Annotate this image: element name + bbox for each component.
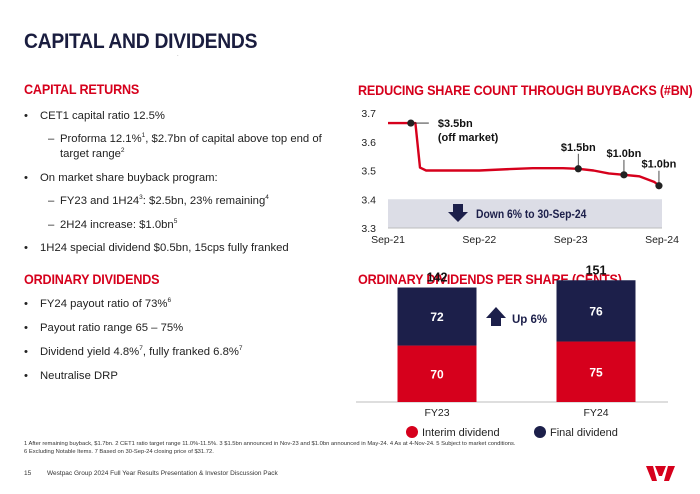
bar-segment bbox=[556, 341, 636, 402]
dash-glyph: – bbox=[48, 133, 55, 145]
ordinary-bullet-range: • Payout ratio range 65 – 75% bbox=[24, 321, 184, 336]
bullet-text: Payout ratio range 65 – 75% bbox=[40, 322, 184, 334]
y-tick-label: 3.7 bbox=[361, 108, 376, 120]
bullet-text: CET1 capital ratio 12.5% bbox=[40, 110, 165, 122]
x-tick-label: Sep-22 bbox=[462, 234, 496, 246]
footnote-ref: 7 bbox=[238, 345, 243, 353]
bar-total-label: 151 bbox=[586, 263, 607, 277]
capital-sub-2h24: –2H24 increase: $1.0bn5 bbox=[48, 218, 178, 233]
page-title: CAPITAL AND DIVIDENDS bbox=[24, 30, 258, 53]
sub-text: , $2.7bn of capital above top end of tar… bbox=[60, 133, 322, 160]
bullet-glyph: • bbox=[24, 172, 28, 184]
bullet-text: 1H24 special dividend $0.5bn, 15cps full… bbox=[40, 242, 289, 254]
legend-label-interim: Interim dividend bbox=[422, 427, 500, 439]
footnote-ref: 3 bbox=[139, 194, 143, 202]
page-number: 15 bbox=[24, 470, 32, 477]
bullet-glyph: • bbox=[24, 370, 28, 382]
westpac-logo-icon bbox=[646, 466, 675, 481]
marker-label: $1.5bn bbox=[561, 142, 596, 154]
share-count-annotation: Down 6% to 30-Sep-24 bbox=[476, 209, 587, 222]
y-tick-label: 3.4 bbox=[361, 194, 376, 206]
sub-text: FY23 and 1H24 bbox=[60, 195, 140, 207]
footnote-ref: 1 bbox=[141, 132, 146, 140]
bullet-glyph: • bbox=[24, 346, 28, 358]
capital-sub-fy23: – FY23 and 1H243: $2.5bn, 23% remaining4 bbox=[48, 194, 269, 209]
dividends-bar-chart: 70 72 142 FY23 75 76 151 FY24 Up 6% Interim div… bbox=[356, 263, 668, 439]
x-tick-label: Sep-23 bbox=[554, 234, 588, 246]
bullet-text: Dividend yield 4.8% bbox=[40, 346, 140, 358]
x-tick-label: Sep-21 bbox=[371, 234, 405, 246]
footnote-ref: 6 bbox=[167, 297, 172, 305]
down-arrow-icon bbox=[448, 204, 468, 222]
ordinary-bullet-payout: • FY24 payout ratio of 73%6 bbox=[24, 297, 172, 312]
ordinary-dividends-heading: ORDINARY DIVIDENDS bbox=[24, 271, 160, 287]
category-label: FY24 bbox=[583, 407, 608, 419]
dividend-growth-annotation: Up 6% bbox=[512, 314, 547, 326]
marker-label: $1.0bn bbox=[607, 148, 642, 160]
legend-label-final: Final dividend bbox=[550, 427, 618, 439]
bar-segment-label: 72 bbox=[430, 310, 444, 324]
dash-glyph: – bbox=[48, 195, 55, 207]
bar-segment bbox=[397, 345, 477, 402]
legend-swatch-interim bbox=[406, 426, 418, 438]
marker-label: (off market) bbox=[438, 132, 499, 144]
footnote-ref: 4 bbox=[265, 194, 269, 202]
capital-sub-proforma: – Proforma 12.1%1, $2.7bn of capital abov… bbox=[48, 132, 342, 162]
capital-bullet-cet1: • CET1 capital ratio 12.5% bbox=[24, 109, 165, 124]
share-count-chart-title: REDUCING SHARE COUNT THROUGH BUYBACKS (#… bbox=[358, 82, 693, 98]
y-tick-label: 3.6 bbox=[361, 137, 376, 149]
footnote-ref: 7 bbox=[139, 345, 143, 353]
bullet-glyph: • bbox=[24, 242, 28, 254]
dash-glyph: – bbox=[48, 219, 55, 231]
sub-text: 2H24 increase: $1.0bn bbox=[60, 219, 174, 231]
bullet-glyph: • bbox=[24, 110, 28, 122]
bullet-text: Neutralise DRP bbox=[40, 370, 118, 382]
dividend-chart-title: ORDINARY DIVIDENDS PER SHARE (CENTS) bbox=[358, 271, 622, 287]
bar-segment-label: 70 bbox=[430, 367, 444, 381]
footnote-ref: 5 bbox=[173, 218, 178, 226]
footnote-line-1: 1 After remaining buyback, $1.7bn. 2 CET… bbox=[24, 441, 516, 447]
legend-swatch-final bbox=[534, 426, 546, 438]
footer-text: Westpac Group 2024 Full Year Results Pre… bbox=[47, 470, 278, 477]
bullet-text: On market share buyback program: bbox=[40, 172, 218, 184]
share-count-line-chart: 3.3 3.4 3.5 3.6 3.7 Sep-21 Sep-22 Sep-23 Sep-24… bbox=[361, 108, 679, 246]
bar-segment-label: 76 bbox=[589, 304, 603, 318]
category-label: FY23 bbox=[424, 407, 449, 419]
bullet-glyph: • bbox=[24, 298, 28, 310]
capital-bullet-special-dividend: • 1H24 special dividend $0.5bn, 15cps ful… bbox=[24, 241, 289, 256]
ordinary-bullet-drp: • Neutralise DRP bbox=[24, 369, 118, 384]
footnote-ref: 2 bbox=[120, 147, 125, 155]
sub-text: : $2.5bn, 23% remaining bbox=[142, 195, 266, 207]
bar-segment bbox=[397, 287, 477, 346]
up-arrow-icon bbox=[486, 307, 506, 326]
capital-bullet-buyback: • On market share buyback program: bbox=[24, 171, 218, 186]
annotation-band bbox=[388, 199, 662, 228]
y-tick-label: 3.5 bbox=[361, 166, 376, 178]
bullet-text: FY24 payout ratio of 73% bbox=[40, 298, 168, 310]
ordinary-bullet-yield: • Dividend yield 4.8%7, fully franked 6.8… bbox=[24, 345, 243, 360]
sub-text: Proforma 12.1% bbox=[60, 133, 142, 145]
y-tick-label: 3.3 bbox=[361, 223, 376, 235]
footnote-line-2: 6 Excluding Notable Items. 7 Based on 30… bbox=[24, 449, 214, 455]
bar-segment-label: 75 bbox=[589, 365, 603, 379]
bar-total-label: 142 bbox=[427, 271, 448, 285]
bullet-glyph: • bbox=[24, 322, 28, 334]
bar-segment bbox=[556, 280, 636, 342]
stray-mark: . bbox=[177, 52, 179, 58]
marker-label: $1.0bn bbox=[642, 159, 677, 171]
x-tick-label: Sep-24 bbox=[645, 234, 679, 246]
legend: Interim dividend Final dividend bbox=[406, 426, 618, 439]
capital-returns-heading: CAPITAL RETURNS bbox=[24, 81, 140, 97]
marker-label: $3.5bn bbox=[438, 118, 473, 130]
share-count-series-line bbox=[388, 121, 660, 187]
bullet-text: , fully franked 6.8% bbox=[142, 346, 239, 358]
